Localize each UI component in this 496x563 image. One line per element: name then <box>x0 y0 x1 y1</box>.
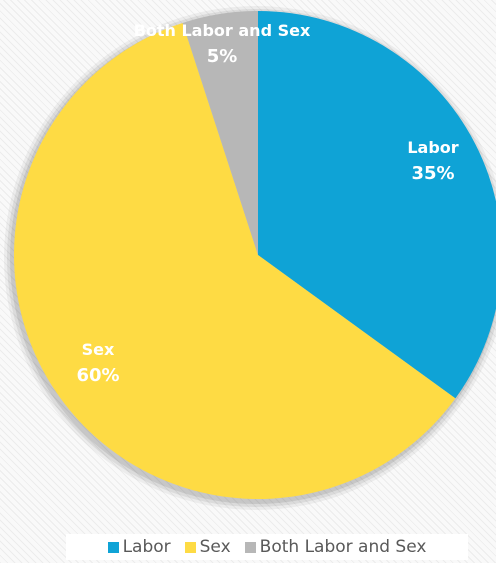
legend-item-sex: Sex <box>184 537 231 557</box>
slice-label-both-labor-and-sex: Both Labor and Sex <box>134 21 311 40</box>
legend-swatch-sex <box>184 541 196 553</box>
pie-chart: Labor 35% Sex 60% Both Labor and Sex 5% <box>4 6 496 510</box>
slice-value-sex: 60% <box>76 365 119 386</box>
slice-label-sex: Sex <box>82 340 115 359</box>
pie-slice-labor <box>258 11 496 399</box>
legend-label-labor: Labor <box>122 537 171 557</box>
pie-slice-sex <box>14 22 456 499</box>
pie-slice-both-labor-and-sex <box>182 11 258 255</box>
legend-label-both: Both Labor and Sex <box>259 537 427 557</box>
legend-item-labor: Labor <box>107 537 171 557</box>
legend-swatch-both <box>244 541 256 553</box>
pie-slices <box>14 11 496 499</box>
legend: Labor Sex Both Labor and Sex <box>66 534 468 560</box>
slice-value-labor: 35% <box>411 163 454 184</box>
legend-swatch-labor <box>107 541 119 553</box>
legend-label-sex: Sex <box>199 537 231 557</box>
slice-label-labor: Labor <box>407 138 458 157</box>
legend-item-both: Both Labor and Sex <box>244 537 427 557</box>
pie-labels: Labor 35% Sex 60% Both Labor and Sex 5% <box>76 21 458 386</box>
slice-value-both-labor-and-sex: 5% <box>207 46 238 67</box>
